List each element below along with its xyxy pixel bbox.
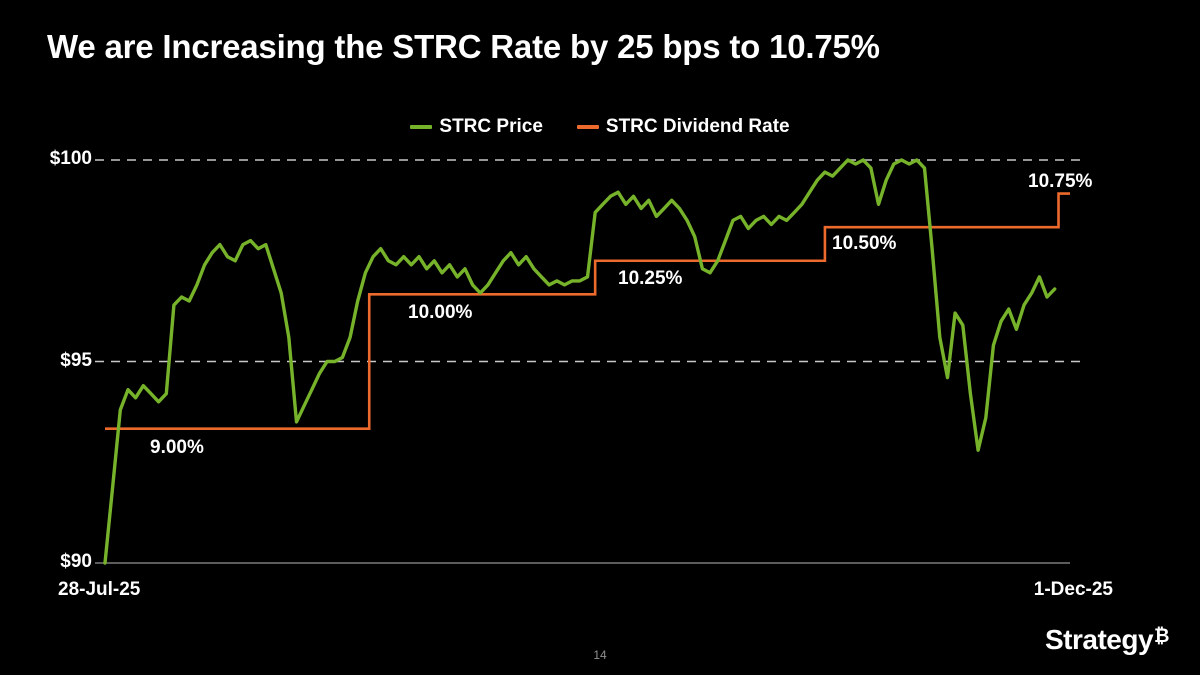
- legend-item-dividend-rate: STRC Dividend Rate: [576, 116, 790, 138]
- bitcoin-icon: ₿: [1154, 626, 1169, 647]
- rate-label-10-25: 10.25%: [618, 268, 683, 289]
- x-axis-tick-end: 1-Dec-25: [1033, 579, 1113, 600]
- legend-swatch-price: [410, 125, 433, 129]
- logo-text: Strategy: [1044, 624, 1154, 655]
- chart-canvas: [95, 158, 1080, 565]
- y-axis-tick-100: $100: [49, 148, 92, 169]
- legend-swatch-dividend-rate: [576, 125, 599, 129]
- slide-title: We are Increasing the STRC Rate by 25 bp…: [47, 28, 880, 65]
- rate-label-10-50: 10.50%: [832, 233, 897, 254]
- legend-label-dividend-rate: STRC Dividend Rate: [605, 116, 790, 137]
- page-number: 14: [593, 648, 607, 662]
- rate-label-10-00: 10.00%: [408, 302, 473, 323]
- legend-label-price: STRC Price: [439, 116, 543, 137]
- legend-item-strc-price: STRC Price: [410, 116, 543, 138]
- strategy-logo: Strategy₿: [1044, 624, 1170, 656]
- chart-legend: STRC Price STRC Dividend Rate: [0, 116, 1200, 138]
- x-axis-tick-start: 28-Jul-25: [58, 579, 141, 600]
- y-axis-tick-95: $95: [60, 350, 92, 371]
- rate-label-10-75: 10.75%: [1028, 171, 1093, 192]
- rate-label-9-00: 9.00%: [150, 437, 204, 458]
- y-axis-tick-90: $90: [60, 551, 92, 572]
